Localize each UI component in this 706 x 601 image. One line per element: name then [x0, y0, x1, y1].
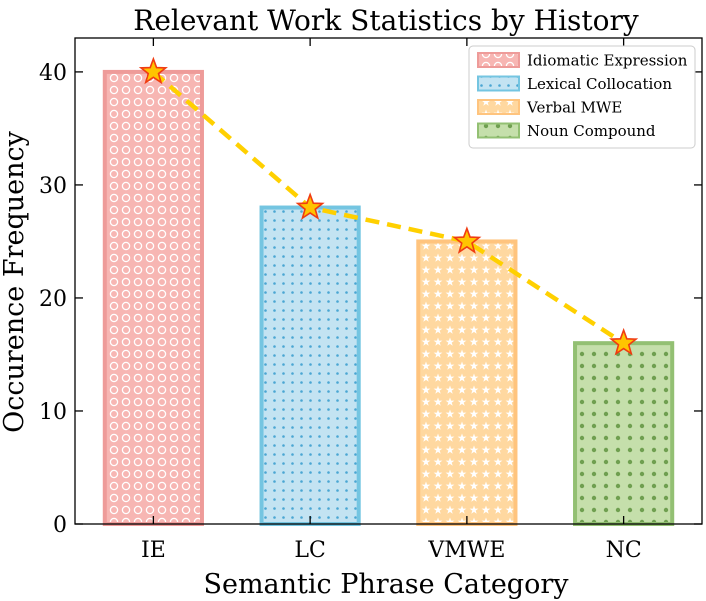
y-tick-label: 30: [39, 174, 67, 199]
x-axis-label: Semantic Phrase Category: [203, 569, 569, 600]
legend-swatch: [477, 75, 520, 92]
y-axis: 0 10 20 30 40: [39, 61, 702, 538]
y-axis-label: Occurence Frequency: [0, 130, 30, 433]
legend-label: Noun Compound: [527, 122, 656, 140]
bar-vmwe: [416, 239, 518, 526]
x-tick-label: LC: [294, 538, 325, 563]
legend-label: Lexical Collocation: [527, 75, 672, 93]
star-marker-vmwe: [452, 226, 482, 254]
x-axis: IE LC VMWE NC: [141, 38, 642, 563]
y-tick-label: 20: [39, 287, 67, 312]
bar-nc: [573, 341, 675, 526]
legend-swatch: [477, 99, 520, 115]
trend-line: [151, 70, 625, 346]
legend-swatch: [477, 52, 520, 68]
x-tick-label: NC: [606, 538, 642, 563]
bar-ie: [102, 69, 204, 526]
plot-frame: [74, 37, 703, 525]
legend-label: Verbal MWE: [526, 99, 622, 117]
star-marker-nc: [609, 327, 639, 356]
legend-label: Idiomatic Expression: [527, 52, 688, 70]
chart-title: Relevant Work Statistics by History: [133, 4, 639, 37]
y-tick-label: 40: [39, 61, 67, 86]
legend-swatch: [477, 122, 520, 139]
y-tick-label: 10: [39, 400, 67, 425]
legend: Idiomatic Expression Lexical Collocation V…: [468, 45, 696, 149]
y-tick-label: 0: [53, 513, 67, 538]
star-marker-lc: [295, 192, 325, 220]
bar-lc: [259, 205, 361, 526]
legend-frame: [468, 45, 696, 149]
x-tick-label: IE: [141, 538, 166, 563]
x-tick-label: VMWE: [427, 538, 505, 563]
star-marker-ie: [138, 56, 168, 85]
